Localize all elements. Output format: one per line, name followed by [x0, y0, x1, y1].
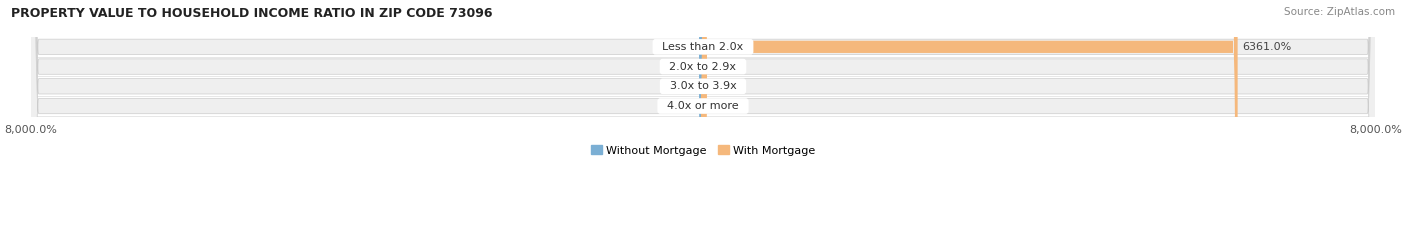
FancyBboxPatch shape	[699, 0, 706, 233]
Text: 3.0x to 3.9x: 3.0x to 3.9x	[662, 81, 744, 91]
FancyBboxPatch shape	[700, 0, 707, 233]
Text: 22.6%: 22.6%	[661, 101, 696, 111]
FancyBboxPatch shape	[699, 0, 704, 233]
Text: Source: ZipAtlas.com: Source: ZipAtlas.com	[1284, 7, 1395, 17]
Text: 26.2%: 26.2%	[710, 81, 745, 91]
FancyBboxPatch shape	[699, 0, 706, 233]
Text: 2.0x to 2.9x: 2.0x to 2.9x	[662, 62, 744, 72]
FancyBboxPatch shape	[31, 0, 1375, 233]
FancyBboxPatch shape	[31, 0, 1375, 233]
Legend: Without Mortgage, With Mortgage: Without Mortgage, With Mortgage	[591, 145, 815, 156]
Text: 37.7%: 37.7%	[659, 42, 695, 52]
FancyBboxPatch shape	[700, 0, 707, 233]
FancyBboxPatch shape	[702, 0, 707, 233]
FancyBboxPatch shape	[31, 0, 1375, 233]
Text: 16.0%: 16.0%	[661, 81, 696, 91]
Text: 6361.0%: 6361.0%	[1243, 42, 1292, 52]
Text: Less than 2.0x: Less than 2.0x	[655, 42, 751, 52]
FancyBboxPatch shape	[703, 0, 1237, 233]
Text: PROPERTY VALUE TO HOUSEHOLD INCOME RATIO IN ZIP CODE 73096: PROPERTY VALUE TO HOUSEHOLD INCOME RATIO…	[11, 7, 492, 20]
Text: 19.8%: 19.8%	[710, 101, 745, 111]
Text: 38.5%: 38.5%	[711, 62, 747, 72]
Text: 4.0x or more: 4.0x or more	[661, 101, 745, 111]
Text: 20.0%: 20.0%	[661, 62, 696, 72]
FancyBboxPatch shape	[699, 0, 706, 233]
FancyBboxPatch shape	[31, 0, 1375, 233]
